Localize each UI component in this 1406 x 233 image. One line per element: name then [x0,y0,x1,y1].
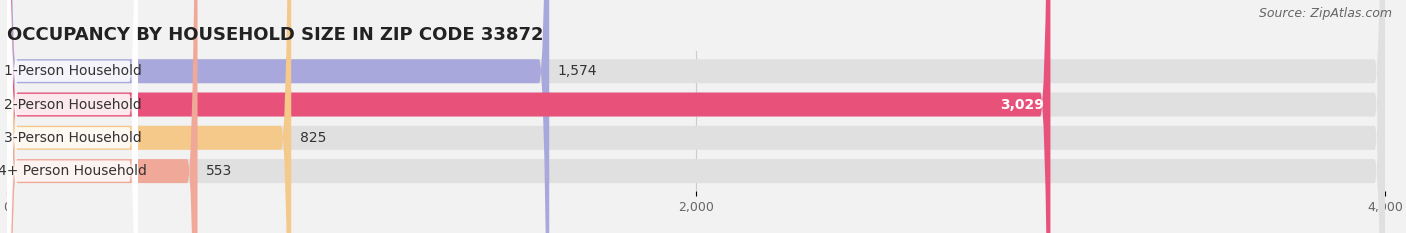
FancyBboxPatch shape [7,0,138,233]
Text: 3,029: 3,029 [1000,98,1043,112]
FancyBboxPatch shape [7,0,138,233]
Text: 553: 553 [207,164,232,178]
FancyBboxPatch shape [7,0,197,233]
FancyBboxPatch shape [7,0,1385,233]
FancyBboxPatch shape [7,0,138,233]
Text: Source: ZipAtlas.com: Source: ZipAtlas.com [1258,7,1392,20]
FancyBboxPatch shape [7,0,1385,233]
FancyBboxPatch shape [7,0,1385,233]
FancyBboxPatch shape [7,0,1050,233]
Text: 4+ Person Household: 4+ Person Household [0,164,146,178]
FancyBboxPatch shape [7,0,1385,233]
Text: 825: 825 [299,131,326,145]
Text: OCCUPANCY BY HOUSEHOLD SIZE IN ZIP CODE 33872: OCCUPANCY BY HOUSEHOLD SIZE IN ZIP CODE … [7,26,544,44]
Text: 1,574: 1,574 [558,64,598,78]
Text: 1-Person Household: 1-Person Household [4,64,142,78]
FancyBboxPatch shape [7,0,550,233]
FancyBboxPatch shape [7,0,138,233]
Text: 2-Person Household: 2-Person Household [4,98,142,112]
Text: 3-Person Household: 3-Person Household [4,131,142,145]
FancyBboxPatch shape [7,0,291,233]
